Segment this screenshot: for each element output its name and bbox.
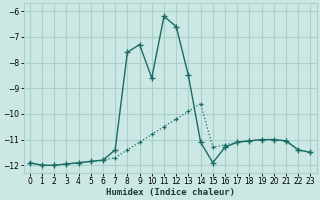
X-axis label: Humidex (Indice chaleur): Humidex (Indice chaleur) (106, 188, 235, 197)
